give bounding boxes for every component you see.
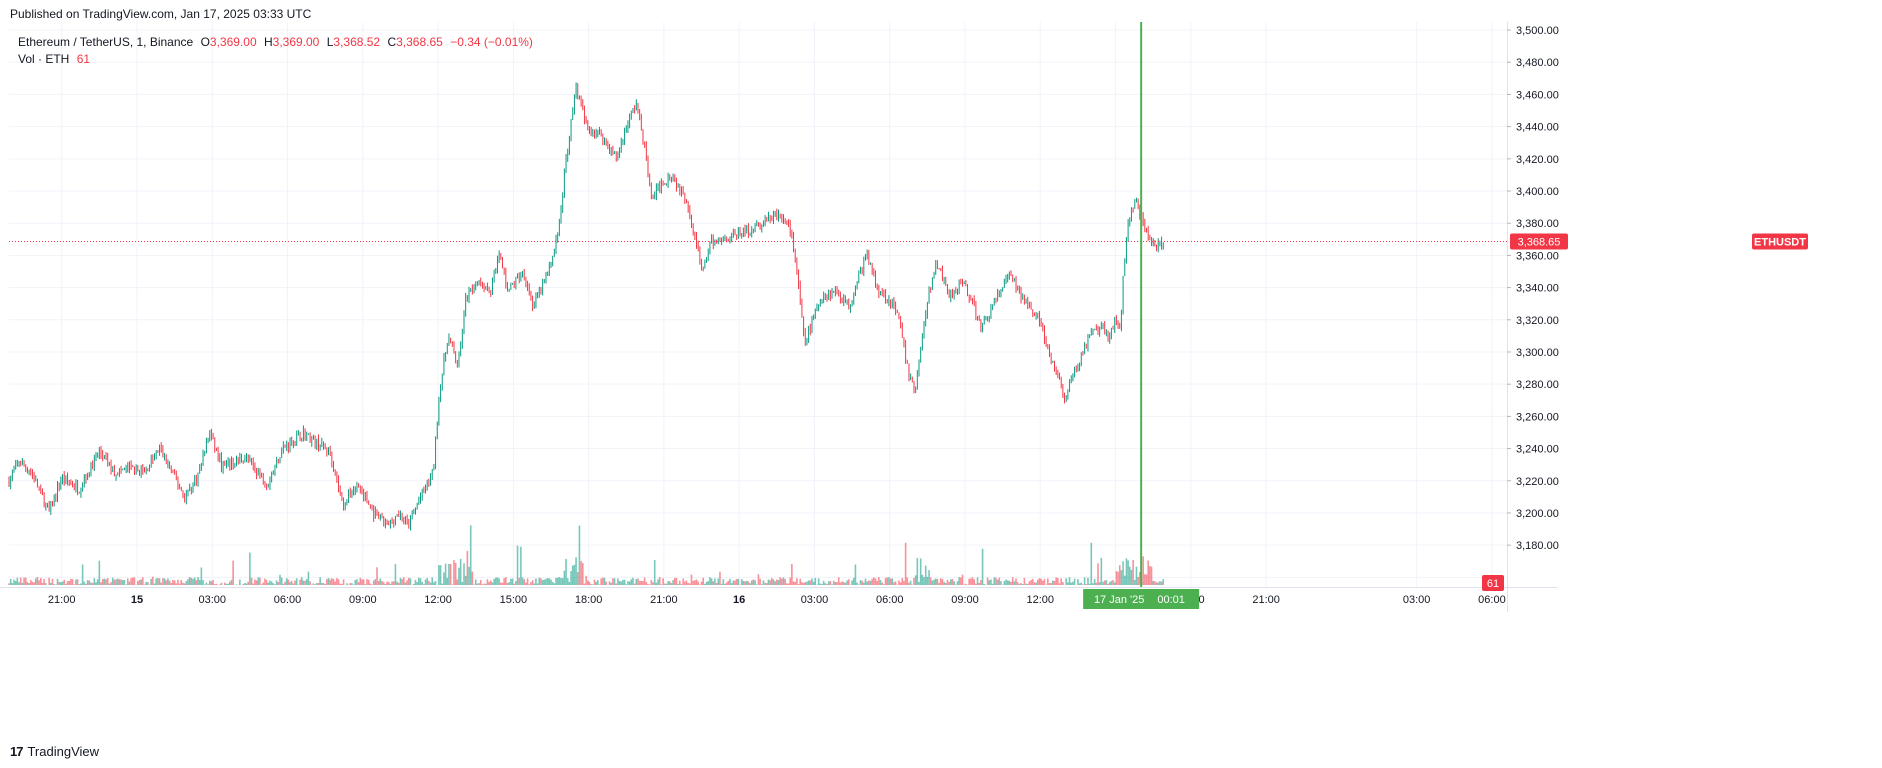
- legend-open-label: O: [200, 35, 210, 49]
- time-tick-label: 12:00: [424, 594, 452, 606]
- price-tick-label: 3,400.00: [1516, 186, 1559, 198]
- published-header: Published on TradingView.com, Jan 17, 20…: [10, 7, 312, 21]
- price-tag-value: 3,368.65: [1518, 236, 1561, 248]
- time-tick-label: 06:00: [876, 594, 904, 606]
- volume-tag: 61: [1482, 575, 1504, 591]
- price-tick-label: 3,220.00: [1516, 476, 1559, 488]
- price-tick-label: 3,280.00: [1516, 379, 1559, 391]
- price-tick-label: 3,360.00: [1516, 250, 1559, 262]
- price-tick-label: 3,180.00: [1516, 540, 1559, 552]
- time-tick-label: 09:00: [349, 594, 377, 606]
- symbol-tag-bg: [1752, 233, 1808, 250]
- price-tick-label: 3,420.00: [1516, 154, 1559, 166]
- volume-tag-value: 61: [1487, 578, 1499, 590]
- time-tick-label: 06:00: [1478, 594, 1506, 606]
- candles: [8, 82, 1164, 531]
- symbol-tag-label: ETHUSDT: [1754, 236, 1806, 248]
- price-tick-label: 3,380.00: [1516, 218, 1559, 230]
- last-price-tag[interactable]: ETHUSDT 3,368.65: [1510, 233, 1808, 250]
- time-tick-label: 06:00: [274, 594, 302, 606]
- legend-volume-row: Vol · ETH 61: [18, 51, 533, 68]
- price-tick-label: 3,320.00: [1516, 315, 1559, 327]
- grid: [9, 22, 1507, 587]
- volume-bars: [8, 525, 1165, 585]
- time-axis: 21:00 15 03:00 06:00 09:00 12:00 15:00 18:00 21:…: [48, 594, 1506, 606]
- time-tick-label: 18:00: [575, 594, 603, 606]
- time-tick-label: 12:00: [1027, 594, 1055, 606]
- time-tick-label: 15:00: [500, 594, 528, 606]
- legend-close-label: C: [387, 35, 397, 49]
- footer-brand[interactable]: 17 TradingView: [10, 744, 99, 759]
- time-tick-label: 03:00: [801, 594, 829, 606]
- legend-low-label: L: [326, 35, 334, 49]
- date-marker-tag: 17 Jan '25 00:01: [1083, 589, 1200, 609]
- legend-high-label: H: [263, 35, 273, 49]
- price-tick-label: 3,200.00: [1516, 508, 1559, 520]
- legend-volume-label[interactable]: Vol · ETH: [18, 52, 70, 66]
- legend-high-value: 3,369.00: [272, 35, 320, 49]
- time-tick-label: 03:00: [198, 594, 226, 606]
- date-marker-date: 17 Jan '25: [1094, 594, 1144, 606]
- time-tick-label: 21:00: [1252, 594, 1280, 606]
- time-tick-label: 03:00: [1403, 594, 1431, 606]
- tradingview-logo-icon: 17: [10, 744, 24, 759]
- legend-change: −0.34 (−0.01%): [450, 35, 533, 49]
- legend-symbol[interactable]: Ethereum / TetherUS, 1, Binance: [18, 35, 194, 49]
- price-tick-label: 3,240.00: [1516, 444, 1559, 456]
- time-tick-label: 21:00: [650, 594, 678, 606]
- legend-low-value: 3,368.52: [333, 35, 381, 49]
- legend-main-row: Ethereum / TetherUS, 1, Binance O3,369.0…: [18, 34, 533, 51]
- price-tick-label: 3,480.00: [1516, 57, 1559, 69]
- price-tick-label: 3,340.00: [1516, 283, 1559, 295]
- time-tick-label: 09:00: [951, 594, 979, 606]
- date-marker-time: 00:01: [1157, 594, 1185, 606]
- price-tick-label: 3,260.00: [1516, 411, 1559, 423]
- volume-tag-bg: [1482, 575, 1504, 591]
- legend: Ethereum / TetherUS, 1, Binance O3,369.0…: [18, 34, 533, 68]
- date-marker-bg: [1083, 589, 1200, 609]
- price-tag-bg: [1510, 233, 1568, 250]
- time-tick-label: 21:00: [48, 594, 76, 606]
- legend-open-value: 3,369.00: [209, 35, 257, 49]
- tradingview-brand: TradingView: [27, 744, 100, 759]
- price-axis: 3,500.00 3,480.00 3,460.00 3,440.00 3,420.00…: [1507, 25, 1559, 552]
- price-tick-label: 3,500.00: [1516, 25, 1559, 37]
- price-tick-label: 3,440.00: [1516, 122, 1559, 134]
- price-tick-label: 3,460.00: [1516, 89, 1559, 101]
- legend-volume-value: 61: [76, 52, 91, 66]
- time-tick-label: 16: [733, 594, 745, 606]
- time-tick-label: 15: [131, 594, 143, 606]
- legend-close-value: 3,368.65: [396, 35, 443, 49]
- price-tick-label: 3,300.00: [1516, 347, 1559, 359]
